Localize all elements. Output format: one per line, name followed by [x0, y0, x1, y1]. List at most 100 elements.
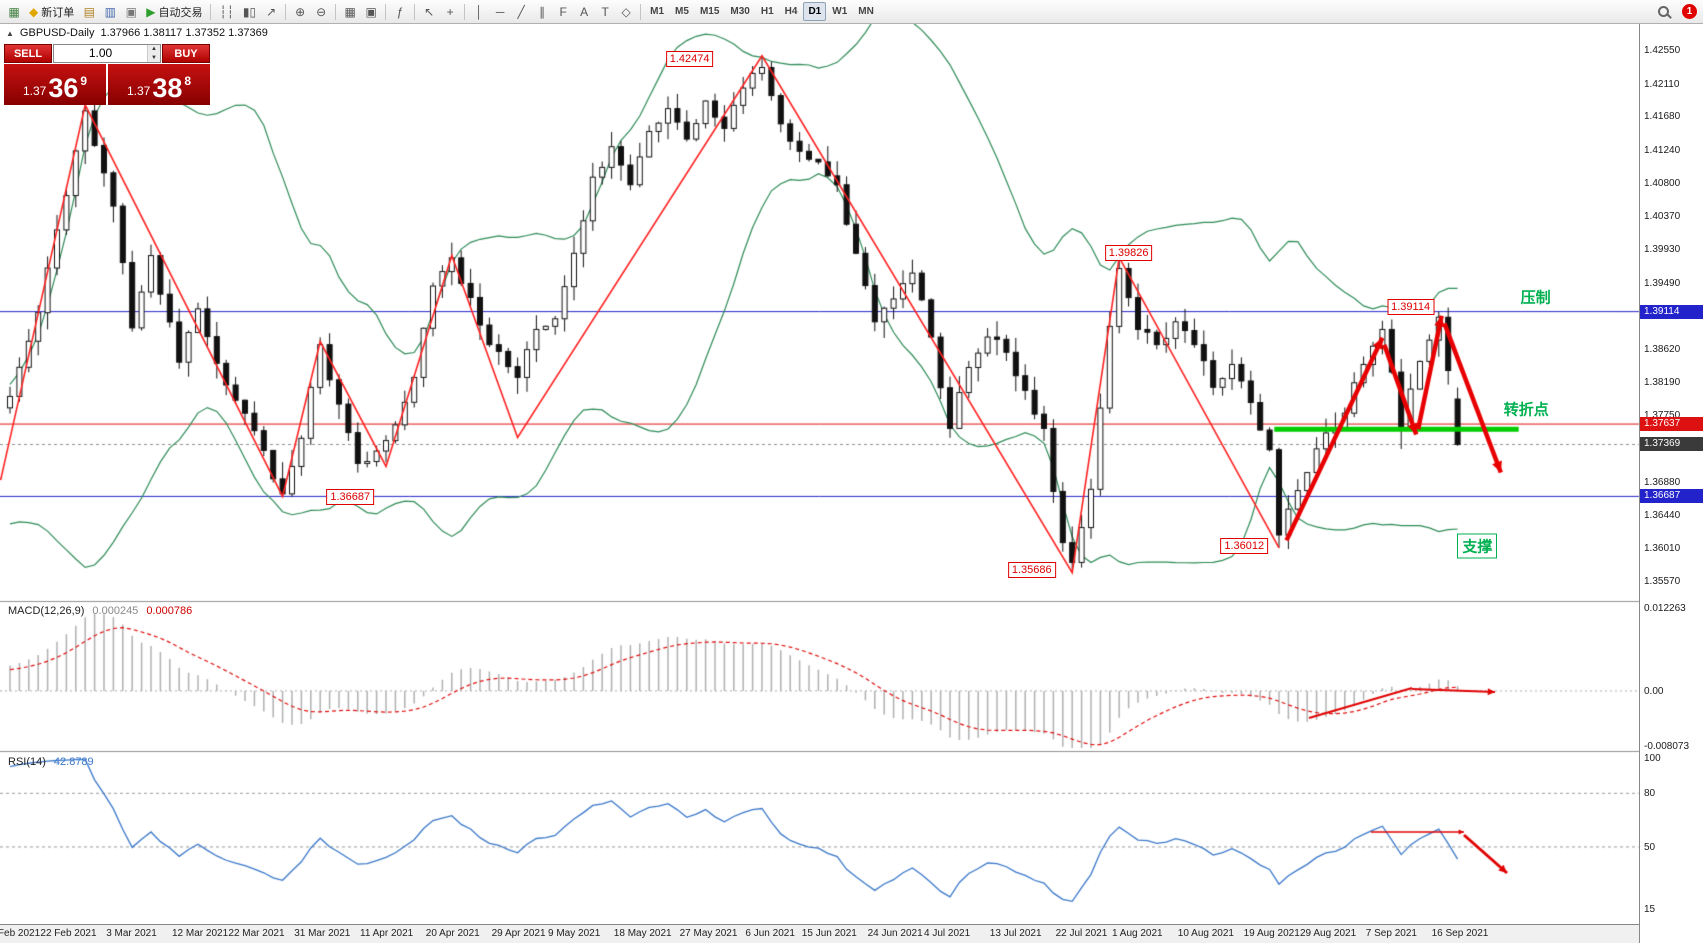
- market-watch-icon[interactable]: ▤: [79, 2, 99, 22]
- bar-chart-icon[interactable]: ┆┆: [215, 2, 237, 22]
- fibonacci-icon[interactable]: F: [553, 2, 573, 22]
- cascade-windows-icon: ▣: [365, 4, 377, 19]
- label-icon[interactable]: T: [595, 2, 615, 22]
- timeframe-mn[interactable]: MN: [858, 6, 874, 17]
- fibonacci-icon: F: [559, 4, 567, 19]
- timeframe-m1[interactable]: M1: [650, 6, 665, 17]
- annotation-text[interactable]: 转折点: [1503, 401, 1549, 419]
- chart-area: ▲ GBPUSD-Daily 1.37966 1.38117 1.37352 1…: [0, 24, 1703, 943]
- candlestick-chart-icon: ▮▯: [242, 4, 257, 19]
- rsi-tick: 100: [1644, 752, 1661, 764]
- sell-price-main: 36: [48, 73, 79, 103]
- auto-trading-button-label: 自动交易: [158, 6, 203, 19]
- axis-price-badge: 1.37369: [1640, 437, 1703, 452]
- timeframe-m15[interactable]: M15: [699, 6, 720, 17]
- toolbar-separator: [414, 3, 416, 20]
- line-chart-icon: ↗: [266, 4, 277, 19]
- trendline-icon[interactable]: ╱: [511, 2, 531, 22]
- price-tick: 1.41240: [1644, 144, 1681, 156]
- macd-name: MACD(12,26,9): [8, 605, 85, 617]
- rsi-tick: 80: [1644, 788, 1656, 800]
- chart-symbol-header: ▲ GBPUSD-Daily 1.37966 1.38117 1.37352 1…: [6, 27, 268, 39]
- macd-value-main: 0.000245: [92, 605, 139, 617]
- toolbar-separator: [210, 3, 212, 20]
- horizontal-line-icon: ─: [495, 4, 505, 19]
- navigator-icon: ▥: [104, 4, 116, 19]
- chart-canvas[interactable]: [0, 24, 1703, 943]
- date-label: 9 May 2021: [548, 928, 601, 939]
- rsi-value: 42.8789: [53, 756, 94, 768]
- candlestick-chart-icon[interactable]: ▮▯: [239, 2, 260, 22]
- line-chart-icon[interactable]: ↗: [261, 2, 281, 22]
- price-tick: 1.36440: [1644, 510, 1681, 522]
- new-chart-icon: ▦: [8, 4, 20, 19]
- date-label: 27 May 2021: [679, 928, 738, 939]
- text-icon[interactable]: A: [574, 2, 594, 22]
- zoom-in-icon[interactable]: ⊕: [290, 2, 310, 22]
- zoom-in-icon: ⊕: [295, 4, 306, 19]
- buy-price[interactable]: 1.37 38 8: [108, 64, 210, 105]
- volume-stepper[interactable]: 1.00 ▲ ▼: [53, 44, 161, 63]
- navigator-icon[interactable]: ▥: [100, 2, 120, 22]
- sell-button[interactable]: SELL: [4, 44, 52, 63]
- search-icon[interactable]: [1658, 6, 1669, 17]
- shapes-icon: ◇: [621, 4, 631, 19]
- date-label: 20 Apr 2021: [425, 928, 480, 939]
- shapes-icon[interactable]: ◇: [616, 2, 636, 22]
- timeframe-w1[interactable]: W1: [832, 6, 848, 17]
- tile-windows-icon[interactable]: ▦: [340, 2, 360, 22]
- macd-label: MACD(12,26,9) 0.000245 0.000786: [8, 605, 192, 617]
- zoom-out-icon: ⊖: [316, 4, 327, 19]
- bar-chart-icon: ┆┆: [219, 4, 234, 19]
- price-tick: 1.40370: [1644, 210, 1681, 222]
- vertical-line-icon[interactable]: │: [469, 2, 489, 22]
- auto-trading-button[interactable]: ▶ 自动交易: [142, 2, 206, 22]
- timeframe-h4[interactable]: H4: [784, 6, 798, 17]
- buy-button[interactable]: BUY: [162, 44, 210, 63]
- sell-price[interactable]: 1.37 36 9: [4, 64, 106, 105]
- terminal-icon: ▣: [125, 4, 137, 19]
- volume-up-icon[interactable]: ▲: [148, 45, 160, 54]
- timeframe-d1[interactable]: D1: [803, 2, 827, 21]
- price-label-box[interactable]: 1.39826: [1104, 245, 1153, 262]
- date-label: 19 Aug 2021: [1243, 928, 1300, 939]
- horizontal-line-icon[interactable]: ─: [490, 2, 510, 22]
- new-order-button-label: 新订单: [41, 6, 75, 19]
- notification-badge[interactable]: 1: [1682, 4, 1697, 19]
- annotation-text[interactable]: 支撑: [1457, 533, 1498, 559]
- new-order-button[interactable]: ◆ 新订单: [25, 2, 78, 22]
- date-label: 10 Aug 2021: [1177, 928, 1234, 939]
- crosshair-icon[interactable]: +: [440, 2, 460, 22]
- date-label: 1 Aug 2021: [1112, 928, 1163, 939]
- toolbar-separator: [640, 3, 642, 20]
- cursor-icon[interactable]: ↖: [419, 2, 439, 22]
- new-chart-icon[interactable]: ▦: [4, 2, 24, 22]
- date-label: 12 Mar 2021: [172, 928, 229, 939]
- price-label-box[interactable]: 1.36687: [326, 488, 375, 505]
- price-label-box[interactable]: 1.36012: [1220, 537, 1269, 554]
- cascade-windows-icon[interactable]: ▣: [361, 2, 381, 22]
- annotation-text[interactable]: 压制: [1520, 289, 1551, 307]
- price-label-box[interactable]: 1.42474: [665, 51, 714, 68]
- price-label-box[interactable]: 1.35686: [1007, 562, 1056, 579]
- price-tick: 1.42550: [1644, 45, 1681, 56]
- price-label-box[interactable]: 1.39114: [1387, 298, 1435, 315]
- indicators-icon[interactable]: ƒ: [390, 2, 410, 22]
- volume-value[interactable]: 1.00: [88, 46, 113, 60]
- date-label: 22 Mar 2021: [228, 928, 285, 939]
- price-tick: 1.42110: [1644, 78, 1680, 90]
- sell-price-prefix: 1.37: [22, 84, 47, 98]
- channel-icon[interactable]: ∥: [532, 2, 552, 22]
- text-icon: A: [580, 4, 589, 19]
- zoom-out-icon[interactable]: ⊖: [311, 2, 331, 22]
- timeframe-h1[interactable]: H1: [760, 6, 774, 17]
- price-axis[interactable]: 1.42550 1.42110 1.41680 1.41240 1.40800 1.403…: [1639, 24, 1703, 943]
- axis-price-badge: 1.36687: [1640, 489, 1703, 504]
- timeframe-m5[interactable]: M5: [675, 6, 689, 17]
- rsi-tick: 15: [1644, 904, 1656, 916]
- terminal-icon[interactable]: ▣: [121, 2, 141, 22]
- buy-price-main: 38: [152, 73, 183, 103]
- volume-down-icon[interactable]: ▼: [148, 53, 160, 62]
- timeframe-m30[interactable]: M30: [730, 6, 750, 17]
